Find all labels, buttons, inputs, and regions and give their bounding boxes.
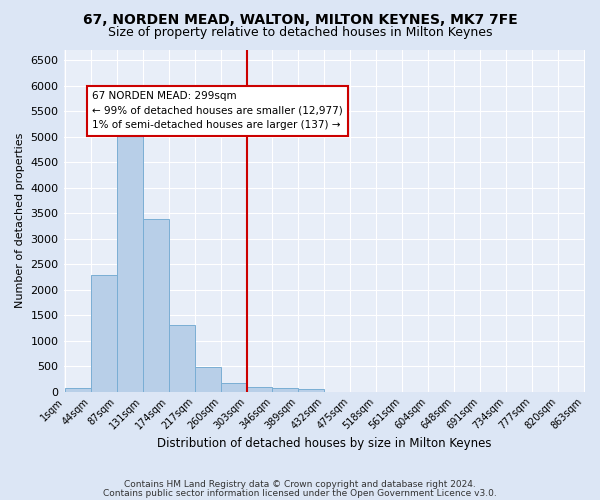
Bar [116, 116, 143, 392]
Text: Contains HM Land Registry data © Crown copyright and database right 2024.: Contains HM Land Registry data © Crown c… [124, 480, 476, 489]
Y-axis label: Number of detached properties: Number of detached properties [15, 133, 25, 308]
Text: 67, NORDEN MEAD, WALTON, MILTON KEYNES, MK7 7FE: 67, NORDEN MEAD, WALTON, MILTON KEYNES, … [83, 12, 517, 26]
Bar [91, 276, 116, 392]
Bar [143, 219, 169, 392]
Text: 67 NORDEN MEAD: 299sqm
← 99% of detached houses are smaller (12,977)
1% of semi-: 67 NORDEN MEAD: 299sqm ← 99% of detached… [92, 91, 343, 130]
Bar [65, 388, 91, 392]
Bar [221, 383, 247, 392]
X-axis label: Distribution of detached houses by size in Milton Keynes: Distribution of detached houses by size … [157, 437, 491, 450]
Bar [195, 367, 221, 392]
Bar [169, 325, 195, 392]
Text: Contains public sector information licensed under the Open Government Licence v3: Contains public sector information licen… [103, 488, 497, 498]
Bar [298, 389, 324, 392]
Bar [272, 388, 298, 392]
Text: Size of property relative to detached houses in Milton Keynes: Size of property relative to detached ho… [108, 26, 492, 39]
Bar [247, 386, 272, 392]
